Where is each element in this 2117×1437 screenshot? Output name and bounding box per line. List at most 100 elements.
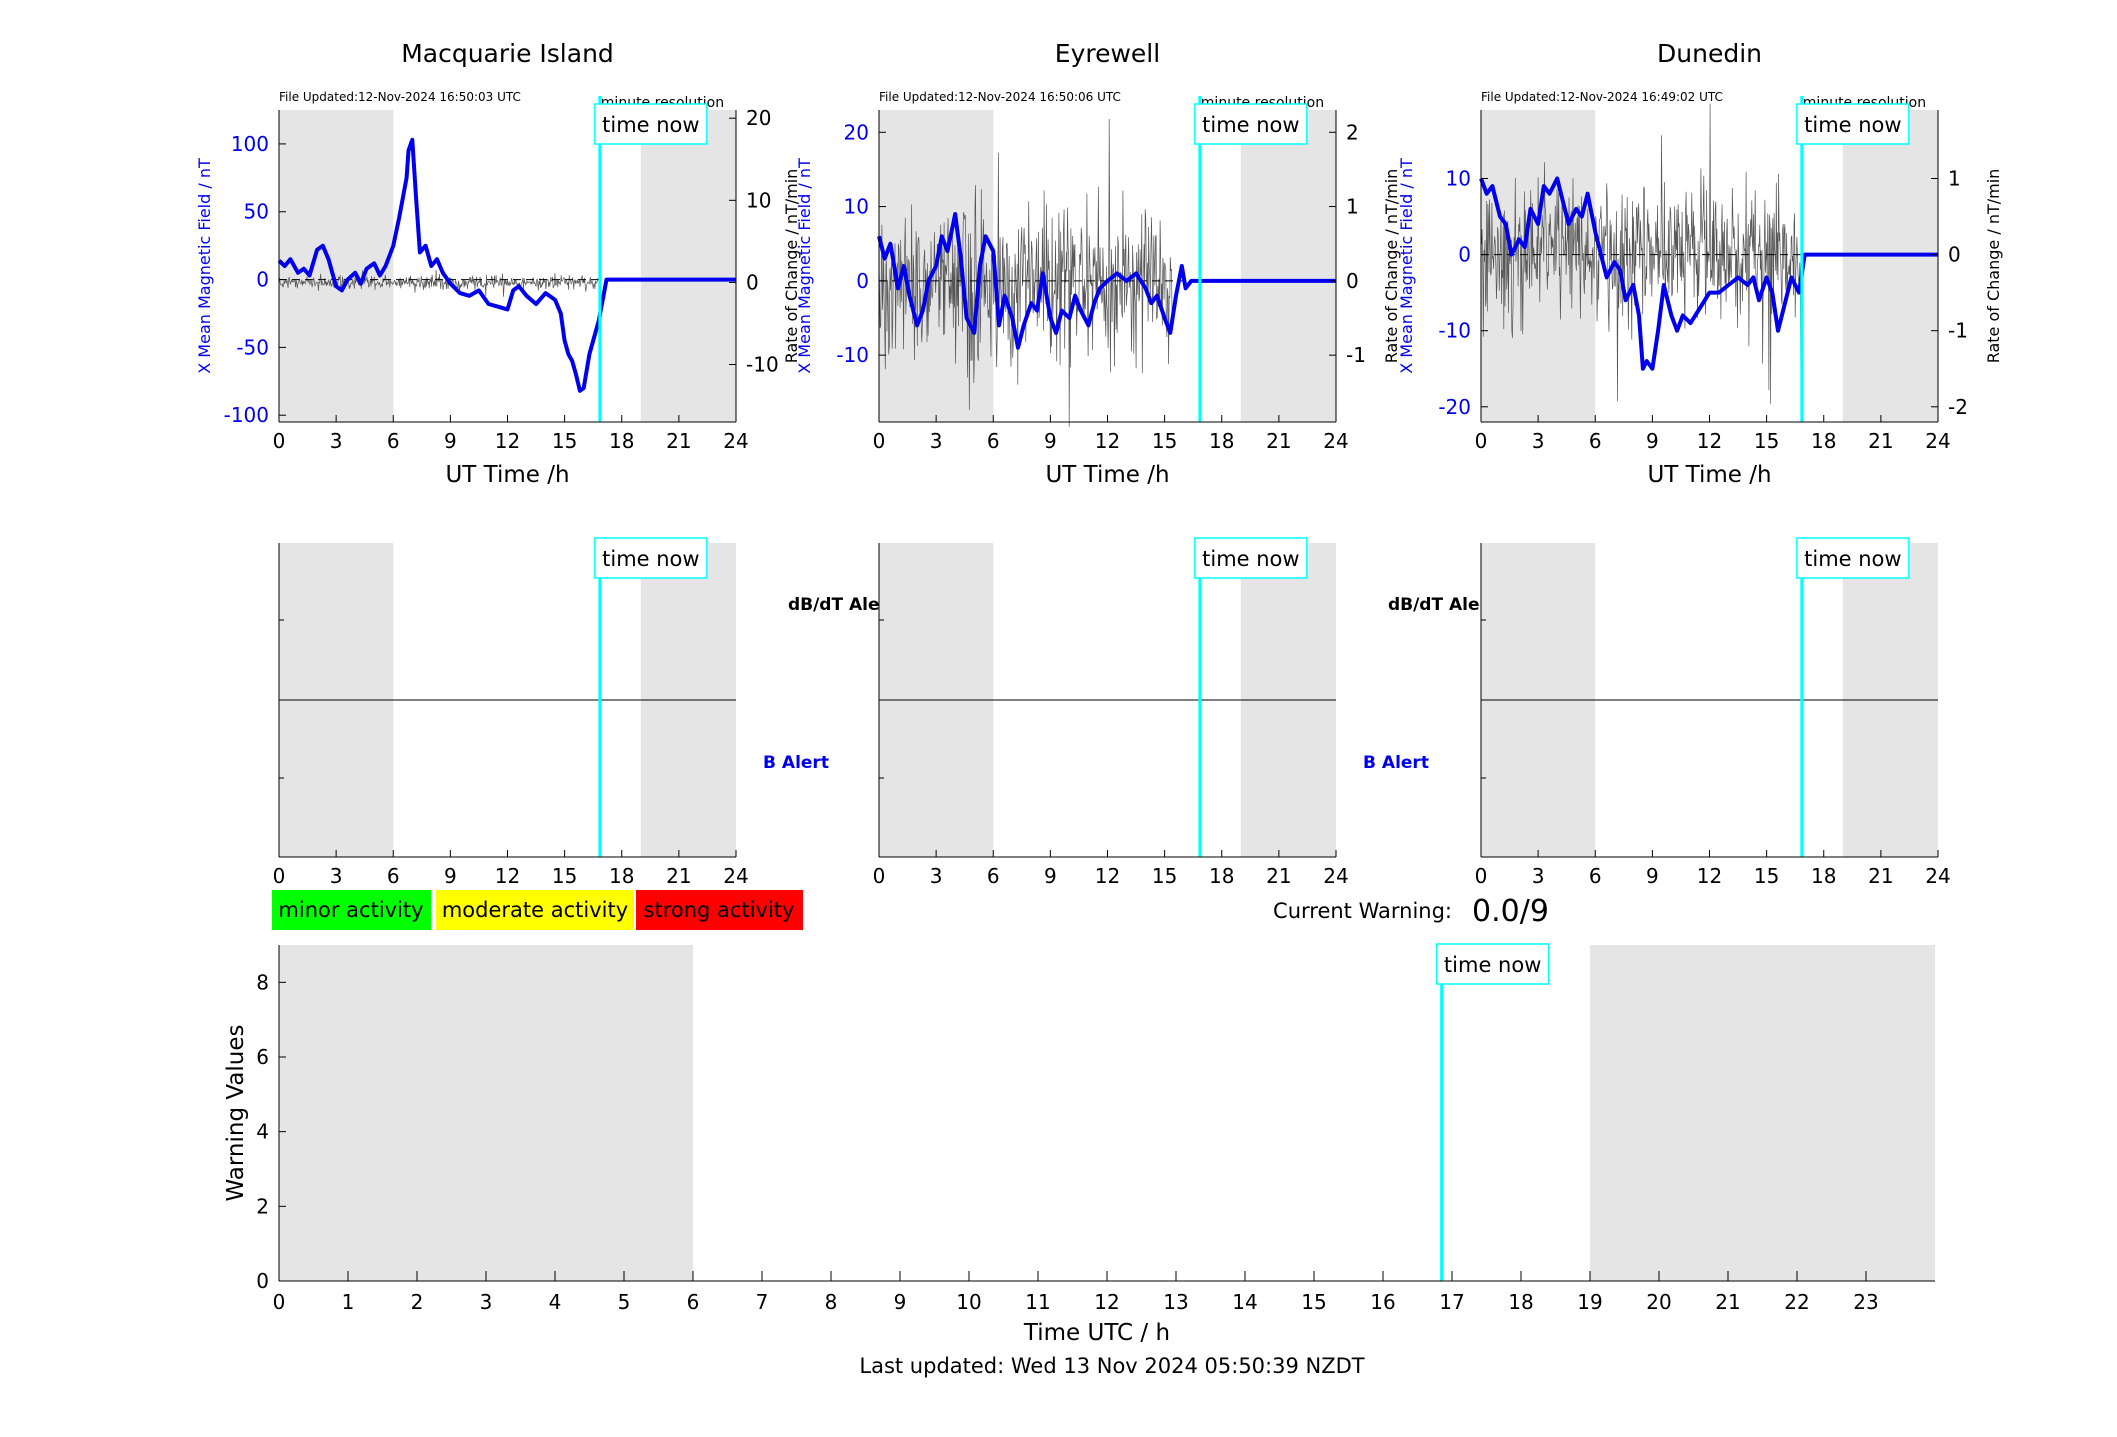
x-axis-label: UT Time /h xyxy=(1647,462,1771,488)
station-title: Dunedin xyxy=(1657,39,1762,68)
time-now-box xyxy=(1796,103,1910,145)
y-tick-label-left: -20 xyxy=(1438,395,1471,419)
warning-x-tick-label: 14 xyxy=(1232,1290,1257,1314)
x-tick-label: 0 xyxy=(873,429,886,453)
alert-x-tick-label: 3 xyxy=(1532,864,1545,888)
warning-x-tick-label: 15 xyxy=(1301,1290,1326,1314)
night-shade xyxy=(1481,110,1596,422)
night-shade xyxy=(1240,110,1336,422)
y-tick-label-left: 20 xyxy=(844,120,869,144)
alert-x-tick-label: 12 xyxy=(1095,864,1120,888)
y-axis-label-left: X Mean Magnetic Field / nT xyxy=(1397,158,1416,374)
station-panel-macquarie-island: Macquarie Island File Updated:12-Nov-2024… xyxy=(195,39,896,888)
alert-x-tick-label: 0 xyxy=(273,864,286,888)
warning-y-tick-label: 8 xyxy=(256,970,269,994)
b-alert-label: B Alert xyxy=(763,753,829,773)
station-panel-eyrewell: Eyrewell File Updated:12-Nov-2024 16:50:0… xyxy=(795,39,1496,888)
rate-of-change-series xyxy=(278,269,600,297)
alert-x-tick-label: 18 xyxy=(609,864,634,888)
y-tick-label-right: -2 xyxy=(1948,395,1968,419)
warning-y-tick-label: 4 xyxy=(256,1120,269,1144)
x-tick-label: 0 xyxy=(273,429,286,453)
alert-time-now-box xyxy=(594,537,708,579)
warning-y-axis-label: Warning Values xyxy=(223,1024,249,1201)
y-axis-label-left: X Mean Magnetic Field / nT xyxy=(195,158,214,374)
y-tick-label-right: 0 xyxy=(746,270,759,294)
x-tick-label: 18 xyxy=(1811,429,1836,453)
y-tick-label-left: 10 xyxy=(844,195,869,219)
file-updated: File Updated:12-Nov-2024 16:50:06 UTC xyxy=(879,90,1121,104)
x-tick-label: 9 xyxy=(1646,429,1659,453)
legend-strong-swatch xyxy=(636,890,803,930)
y-tick-label-left: 100 xyxy=(231,132,269,156)
alert-x-tick-label: 0 xyxy=(873,864,886,888)
y-tick-label-left: 0 xyxy=(856,269,869,293)
y-axis-label-right: Rate of Change / nT/min xyxy=(1984,169,2003,364)
x-tick-label: 3 xyxy=(1532,429,1545,453)
alert-x-tick-label: 21 xyxy=(666,864,691,888)
alert-x-tick-label: 9 xyxy=(1646,864,1659,888)
warning-y-tick-label: 2 xyxy=(256,1194,269,1218)
x-tick-label: 12 xyxy=(1095,429,1120,453)
x-tick-label: 6 xyxy=(1589,429,1602,453)
field-series xyxy=(1479,176,1938,371)
y-axis-label-right: Rate of Change / nT/min xyxy=(1382,169,1401,364)
y-tick-label-right: -1 xyxy=(1346,343,1366,367)
warning-x-tick-label: 21 xyxy=(1715,1290,1740,1314)
x-tick-label: 21 xyxy=(1868,429,1893,453)
legend-minor-swatch xyxy=(272,890,431,930)
activity-legend: minor activity moderate activity strong … xyxy=(272,890,803,930)
warning-x-tick-label: 1 xyxy=(342,1290,355,1314)
warning-x-tick-label: 18 xyxy=(1508,1290,1533,1314)
warning-x-tick-label: 13 xyxy=(1163,1290,1188,1314)
alert-x-tick-label: 24 xyxy=(723,864,748,888)
x-tick-label: 12 xyxy=(495,429,520,453)
x-tick-label: 24 xyxy=(1925,429,1950,453)
warning-time-now-label: time now xyxy=(1444,953,1541,977)
time-now-label: time now xyxy=(602,113,699,137)
alert-x-tick-label: 15 xyxy=(1754,864,1779,888)
x-tick-label: 0 xyxy=(1475,429,1488,453)
x-tick-label: 6 xyxy=(387,429,400,453)
warning-x-tick-label: 6 xyxy=(687,1290,700,1314)
warning-x-tick-label: 16 xyxy=(1370,1290,1395,1314)
x-tick-label: 3 xyxy=(930,429,943,453)
alert-x-tick-label: 15 xyxy=(1152,864,1177,888)
alert-x-tick-label: 12 xyxy=(495,864,520,888)
alert-x-tick-label: 6 xyxy=(1589,864,1602,888)
y-tick-label-left: -100 xyxy=(224,403,269,427)
legend-moderate-swatch xyxy=(436,890,634,930)
warning-x-tick-label: 3 xyxy=(480,1290,493,1314)
alert-x-tick-label: 3 xyxy=(330,864,343,888)
alert-time-now-box xyxy=(1194,537,1308,579)
alert-time-now-label: time now xyxy=(602,547,699,571)
y-tick-label-left: 0 xyxy=(256,268,269,292)
y-tick-label-right: 0 xyxy=(1948,243,1961,267)
x-tick-label: 15 xyxy=(552,429,577,453)
field-series xyxy=(877,212,1336,350)
station-title: Eyrewell xyxy=(1055,39,1160,68)
warning-x-axis-label: Time UTC / h xyxy=(1023,1320,1170,1346)
warning-x-tick-label: 10 xyxy=(956,1290,981,1314)
x-tick-label: 18 xyxy=(1209,429,1234,453)
night-shade xyxy=(1842,110,1938,422)
x-axis-label: UT Time /h xyxy=(1045,462,1169,488)
x-tick-label: 15 xyxy=(1152,429,1177,453)
y-tick-label-left: 50 xyxy=(244,200,269,224)
legend-minor-label: minor activity xyxy=(278,898,423,922)
dbdt-alert-label: dB/dT Alert xyxy=(788,595,896,615)
alert-time-now-label: time now xyxy=(1804,547,1901,571)
x-tick-label: 21 xyxy=(1266,429,1291,453)
y-tick-label-left: -10 xyxy=(836,343,869,367)
y-axis-label-right: Rate of Change / nT/min xyxy=(782,169,801,364)
time-now-label: time now xyxy=(1804,113,1901,137)
x-tick-label: 15 xyxy=(1754,429,1779,453)
warning-x-tick-label: 17 xyxy=(1439,1290,1464,1314)
last-updated: Last updated: Wed 13 Nov 2024 05:50:39 N… xyxy=(859,1354,1364,1378)
warning-x-tick-label: 8 xyxy=(825,1290,838,1314)
x-tick-label: 24 xyxy=(1323,429,1348,453)
alert-x-tick-label: 21 xyxy=(1266,864,1291,888)
rate-of-change-series xyxy=(878,118,1173,427)
